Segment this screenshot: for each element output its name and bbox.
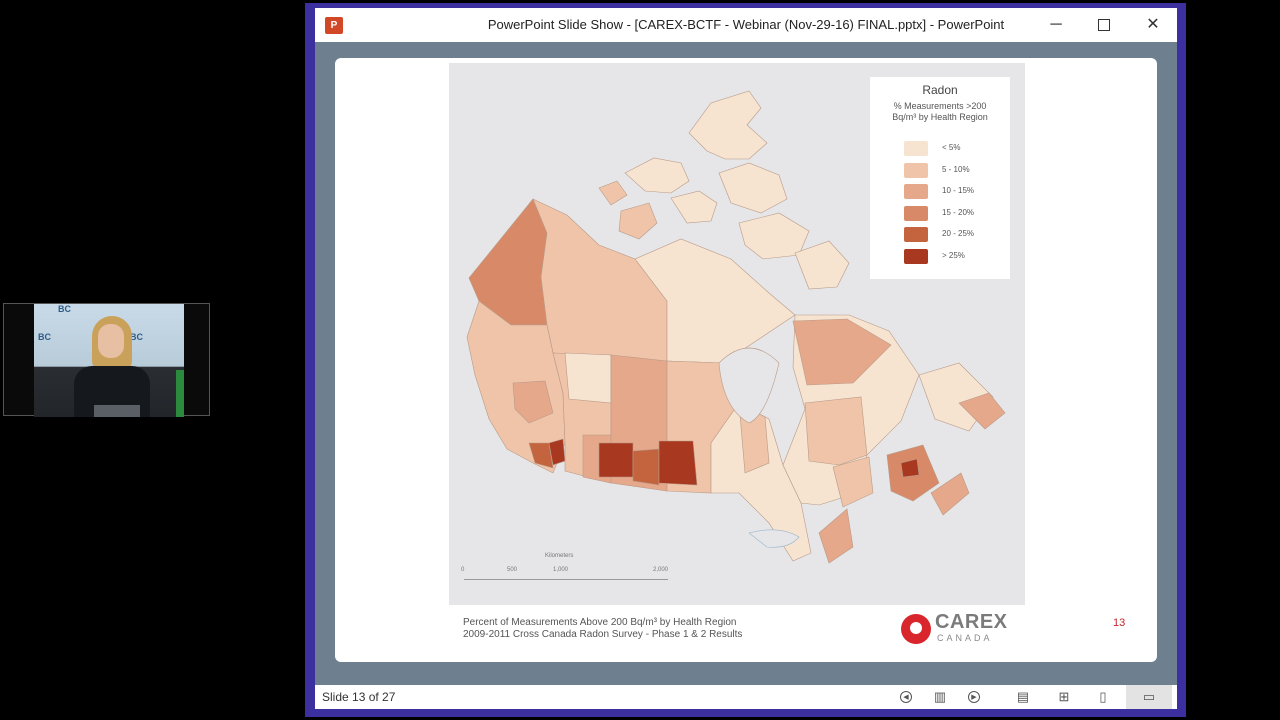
backdrop-logo: BC — [38, 332, 51, 342]
legend-label: 15 - 20% — [942, 208, 975, 217]
arctic-islands — [688, 90, 768, 160]
region-saskatchewan-south — [598, 442, 634, 478]
status-bar: Slide 13 of 27 ◀ ▥ ▶ ▤ ⊞ ▯ ▭ — [315, 685, 1177, 709]
maximize-button[interactable] — [1086, 12, 1122, 38]
legend-swatch — [904, 249, 928, 264]
slide[interactable]: Radon % Measurements >200 Bq/m³ by Healt… — [335, 58, 1157, 662]
region-quebec-south — [832, 456, 874, 508]
legend-label: > 25% — [942, 251, 965, 260]
region-new-brunswick — [900, 458, 920, 478]
region-saskatchewan-south — [632, 448, 660, 486]
region-bc-south — [528, 442, 554, 469]
menu-button[interactable]: ▥ — [931, 689, 949, 705]
region-bc — [512, 380, 554, 424]
legend-title: Radon — [922, 83, 958, 97]
window-title: PowerPoint Slide Show - [CAREX-BCTF - We… — [487, 17, 1005, 32]
canada-map — [466, 90, 1006, 564]
powerpoint-window: P PowerPoint Slide Show - [CAREX-BCTF - … — [305, 3, 1186, 717]
scale-bar: Kilometers 0 500 1,000 2,000 — [461, 553, 681, 593]
scale-line — [464, 579, 668, 580]
scale-tick: 2,000 — [653, 567, 669, 573]
hudson-bay — [718, 347, 780, 424]
arctic-islands — [624, 157, 690, 194]
scale-tick: 500 — [507, 567, 518, 573]
region-nova-scotia — [930, 472, 970, 516]
slide-show-stage: Radon % Measurements >200 Bq/m³ by Healt… — [315, 42, 1177, 685]
normal-view-icon: ▤ — [1016, 689, 1030, 704]
previous-icon: ◀ — [900, 691, 912, 703]
minimize-button[interactable]: ─ — [1050, 16, 1062, 33]
legend-swatch — [904, 184, 928, 199]
powerpoint-icon: P — [325, 17, 343, 34]
webcam-inset: BC BC BC — [3, 303, 210, 417]
backdrop-logo: BC — [58, 304, 71, 314]
arctic-islands — [618, 202, 658, 240]
carex-logo: CAREX CANADA — [901, 611, 1011, 651]
carex-logo-name: CAREX — [935, 611, 1008, 633]
laptop — [94, 405, 140, 417]
legend-label: < 5% — [942, 143, 961, 152]
slide-sorter-icon: ⊞ — [1058, 689, 1070, 704]
normal-view-button[interactable]: ▤ — [1014, 689, 1032, 705]
region-nunavut — [634, 238, 796, 364]
map-source: 2009-2011 Cross Canada Radon Survey - Ph… — [463, 629, 743, 640]
slide-sorter-button[interactable]: ⊞ — [1055, 689, 1073, 705]
radon-map: Radon % Measurements >200 Bq/m³ by Healt… — [449, 63, 1025, 605]
region-quebec-north — [792, 318, 892, 386]
legend-label: 5 - 10% — [942, 165, 970, 174]
next-button[interactable]: ▶ — [965, 689, 983, 705]
map-caption: Percent of Measurements Above 200 Bq/m³ … — [463, 617, 737, 628]
legend-swatch — [904, 141, 928, 156]
scale-caption: Kilometers — [545, 553, 574, 559]
arctic-islands — [670, 190, 718, 224]
region-newfoundland — [958, 392, 1006, 430]
menu-icon: ▥ — [933, 689, 947, 704]
reading-view-button[interactable]: ▯ — [1094, 689, 1112, 705]
arctic-islands — [598, 180, 628, 206]
legend-swatch — [904, 227, 928, 242]
title-bar[interactable]: P PowerPoint Slide Show - [CAREX-BCTF - … — [315, 8, 1177, 42]
next-icon: ▶ — [968, 691, 980, 703]
legend-subtitle: % Measurements >200 Bq/m³ by Health Regi… — [892, 101, 988, 122]
close-button[interactable]: ✕ — [1146, 16, 1160, 33]
region-alberta — [564, 352, 612, 404]
map-legend: Radon % Measurements >200 Bq/m³ by Healt… — [870, 77, 1010, 279]
carex-logo-mark — [901, 614, 931, 644]
chair — [176, 370, 184, 417]
carex-logo-sub: CANADA — [937, 633, 993, 643]
legend-swatch — [904, 206, 928, 221]
arctic-islands — [794, 240, 850, 290]
slide-show-button[interactable]: ▭ — [1126, 685, 1172, 709]
great-lakes — [748, 529, 800, 548]
scale-tick: 1,000 — [553, 567, 569, 573]
slide-page-number: 13 — [1113, 617, 1126, 629]
webcam-feed: BC BC BC — [34, 304, 184, 417]
presenter-face — [98, 324, 124, 358]
legend-label: 10 - 15% — [942, 186, 975, 195]
slide-show-icon: ▭ — [1142, 689, 1156, 704]
scale-tick: 0 — [461, 567, 465, 573]
arctic-islands — [718, 162, 788, 214]
previous-button[interactable]: ◀ — [897, 689, 915, 705]
region-manitoba-south — [658, 440, 698, 486]
reading-view-icon: ▯ — [1099, 689, 1107, 704]
maximize-icon — [1098, 18, 1110, 31]
region-quebec-central — [804, 396, 868, 466]
slide-counter: Slide 13 of 27 — [322, 690, 396, 704]
region-ontario-south — [818, 508, 854, 564]
legend-swatch — [904, 163, 928, 178]
backdrop-logo: BC — [130, 332, 143, 342]
legend-label: 20 - 25% — [942, 229, 975, 238]
